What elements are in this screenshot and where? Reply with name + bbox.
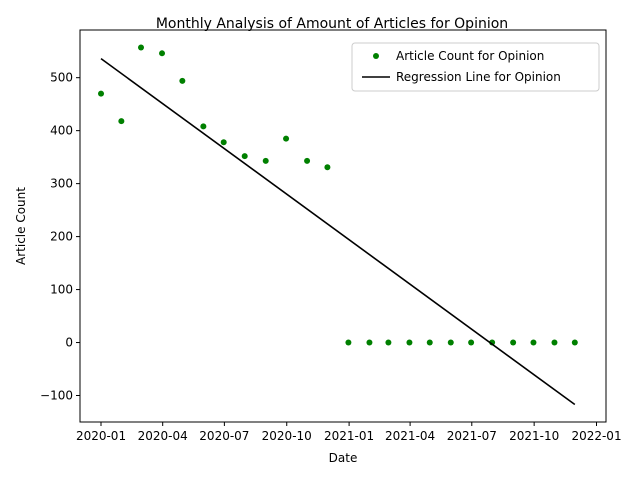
chart-title: Monthly Analysis of Amount of Articles f… bbox=[156, 16, 508, 32]
data-point bbox=[220, 139, 227, 146]
data-point bbox=[98, 90, 105, 97]
y-tick-label: 0 bbox=[65, 336, 73, 350]
data-point bbox=[283, 135, 290, 142]
legend-label: Regression Line for Opinion bbox=[396, 70, 561, 84]
y-tick-label: 500 bbox=[50, 71, 73, 85]
data-point bbox=[262, 157, 269, 164]
data-point bbox=[551, 339, 558, 346]
data-point bbox=[406, 339, 413, 346]
x-tick-label: 2021-01 bbox=[324, 429, 374, 443]
axes-frame bbox=[79, 29, 607, 423]
data-point bbox=[200, 123, 207, 130]
data-point bbox=[366, 339, 373, 346]
data-point bbox=[179, 77, 186, 84]
data-point bbox=[447, 339, 454, 346]
data-point bbox=[324, 164, 331, 171]
data-point bbox=[530, 339, 537, 346]
data-point bbox=[345, 339, 352, 346]
x-tick-label: 2020-07 bbox=[199, 429, 249, 443]
data-point bbox=[385, 339, 392, 346]
data-point bbox=[138, 44, 145, 51]
regression-line bbox=[100, 57, 576, 406]
y-tick-label: −100 bbox=[40, 389, 73, 403]
data-point bbox=[159, 50, 166, 57]
x-tick-label: 2020-01 bbox=[76, 429, 126, 443]
plot-area: 2020-01 2020-04 2020-07 2020-10 2021-01 2021-… bbox=[40, 44, 622, 443]
data-point bbox=[489, 339, 496, 346]
data-point bbox=[304, 157, 311, 164]
legend: Article Count for Opinion Regression Line… bbox=[351, 42, 600, 92]
y-tick-label: 100 bbox=[50, 283, 73, 297]
x-tick-label: 2021-04 bbox=[385, 429, 435, 443]
x-tick-label: 2021-10 bbox=[509, 429, 559, 443]
x-tick-label: 2020-10 bbox=[262, 429, 312, 443]
data-point bbox=[510, 339, 517, 346]
y-tick-label: 400 bbox=[50, 124, 73, 138]
x-tick-label: 2021-07 bbox=[447, 429, 497, 443]
data-point bbox=[426, 339, 433, 346]
x-tick-label: 2020-04 bbox=[138, 429, 188, 443]
legend-box bbox=[351, 42, 600, 92]
data-point bbox=[118, 118, 125, 125]
legend-marker-swatch bbox=[373, 53, 379, 59]
y-tick-label: 200 bbox=[50, 230, 73, 244]
y-tick-label: 300 bbox=[50, 177, 73, 191]
data-point bbox=[571, 339, 578, 346]
data-point bbox=[241, 153, 248, 160]
x-tick-label: 2022-01 bbox=[571, 429, 621, 443]
legend-label: Article Count for Opinion bbox=[396, 49, 544, 63]
data-point bbox=[468, 339, 475, 346]
y-axis-label: Article Count bbox=[14, 187, 28, 265]
x-axis-label: Date bbox=[329, 451, 358, 465]
